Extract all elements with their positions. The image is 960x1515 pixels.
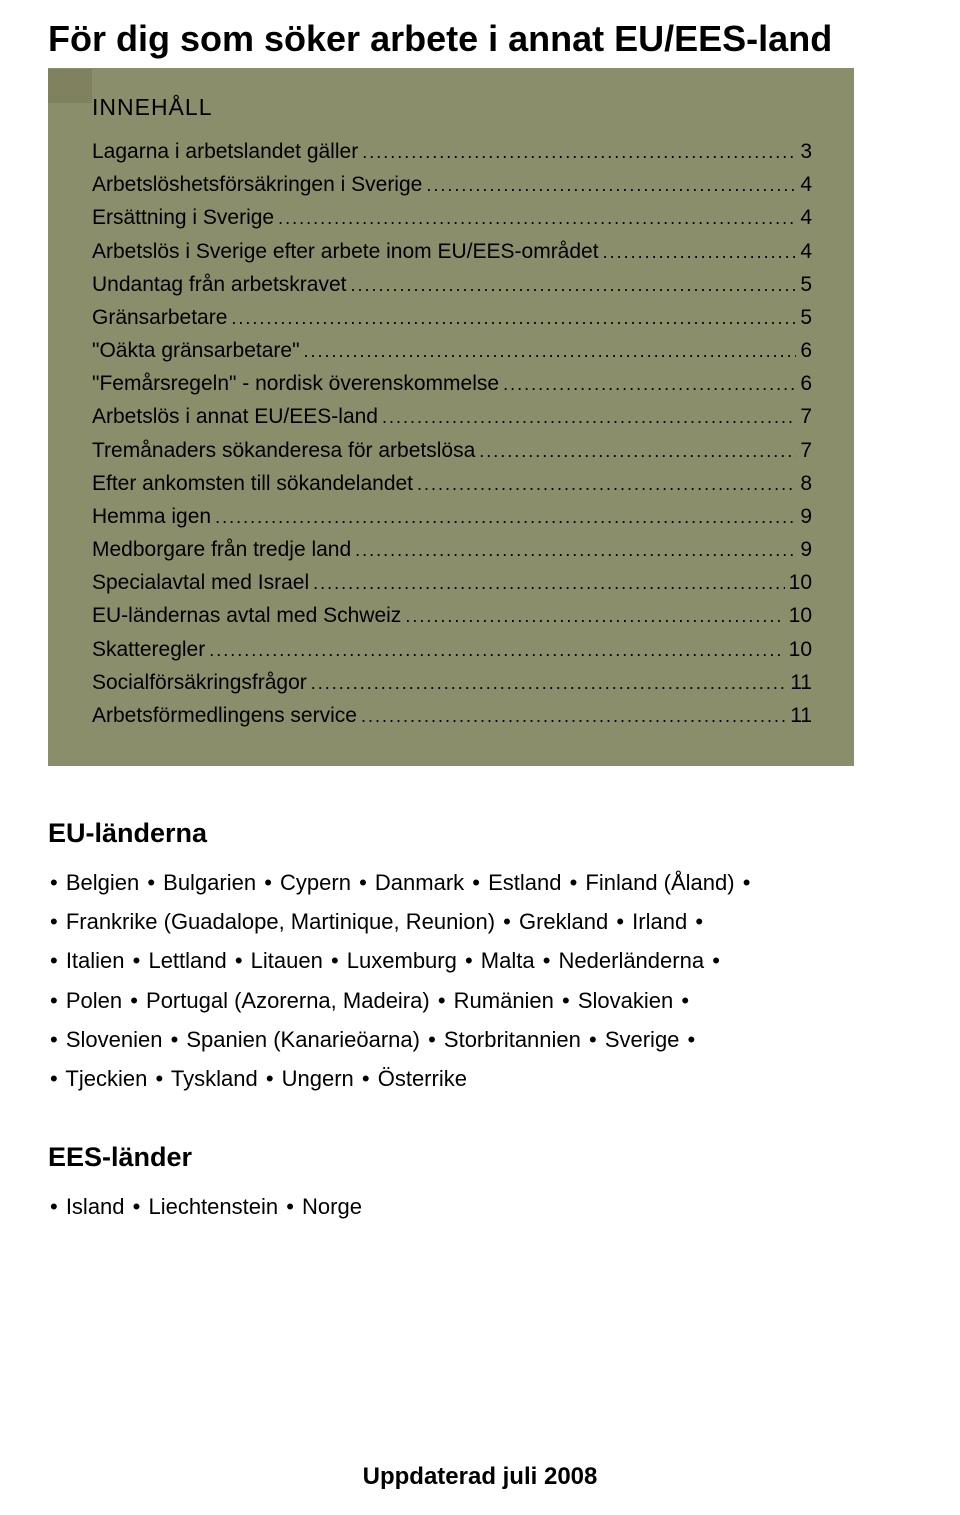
toc-item-page: 4 bbox=[796, 168, 812, 201]
toc-dots bbox=[307, 669, 786, 697]
page-title: För dig som söker arbete i annat EU/EES-… bbox=[0, 0, 960, 68]
toc-item-page: 9 bbox=[796, 533, 812, 566]
toc-heading: INNEHÅLL bbox=[92, 94, 812, 121]
toc-item: "Oäkta gränsarbetare" 6 bbox=[92, 334, 812, 367]
toc-dots bbox=[358, 138, 796, 166]
toc-dots bbox=[413, 470, 796, 498]
toc-item-page: 11 bbox=[786, 699, 812, 732]
toc-item-page: 3 bbox=[796, 135, 812, 168]
toc-item: Medborgare från tredje land 9 bbox=[92, 533, 812, 566]
toc-item-label: Arbetslöshetsförsäkringen i Sverige bbox=[92, 168, 422, 201]
toc-dots bbox=[351, 536, 796, 564]
toc-item-page: 10 bbox=[785, 633, 812, 666]
toc-item: Hemma igen 9 bbox=[92, 500, 812, 533]
toc-item-label: Arbetslös i Sverige efter arbete inom EU… bbox=[92, 235, 599, 268]
toc-dots bbox=[475, 437, 796, 465]
toc-dots bbox=[422, 171, 796, 199]
toc-item: Arbetslös i Sverige efter arbete inom EU… bbox=[92, 235, 812, 268]
ees-countries: • Island • Liechtenstein • Norge bbox=[48, 1187, 854, 1226]
toc-item-label: Skatteregler bbox=[92, 633, 205, 666]
ees-section: EES-länder • Island • Liechtenstein • No… bbox=[0, 1098, 960, 1226]
toc-item-page: 7 bbox=[796, 400, 812, 433]
toc-item: "Femårsregeln" - nordisk överenskommelse… bbox=[92, 367, 812, 400]
toc-item-label: Specialavtal med Israel bbox=[92, 566, 309, 599]
eu-heading: EU-länderna bbox=[48, 818, 854, 849]
toc-item-label: Undantag från arbetskravet bbox=[92, 268, 346, 301]
toc-item: Tremånaders sökanderesa för arbetslösa 7 bbox=[92, 434, 812, 467]
toc-item-label: Arbetsförmedlingens service bbox=[92, 699, 357, 732]
toc-item: Arbetsförmedlingens service 11 bbox=[92, 699, 812, 732]
toc-box: INNEHÅLL Lagarna i arbetslandet gäller3A… bbox=[48, 68, 854, 766]
toc-item: Skatteregler 10 bbox=[92, 633, 812, 666]
toc-item-page: 6 bbox=[796, 334, 812, 367]
toc-item-label: Ersättning i Sverige bbox=[92, 201, 274, 234]
toc-item: Arbetslös i annat EU/EES-land 7 bbox=[92, 400, 812, 433]
ees-heading: EES-länder bbox=[48, 1142, 854, 1173]
toc-item-label: EU-ländernas avtal med Schweiz bbox=[92, 599, 401, 632]
toc-item-label: "Femårsregeln" - nordisk överenskommelse bbox=[92, 367, 499, 400]
toc-dots bbox=[401, 602, 784, 630]
toc-item-page: 9 bbox=[796, 500, 812, 533]
toc-item-page: 5 bbox=[796, 268, 812, 301]
footer-updated: Uppdaterad juli 2008 bbox=[0, 1463, 960, 1491]
toc-dots bbox=[227, 304, 796, 332]
eu-countries: • Belgien • Bulgarien • Cypern • Danmark… bbox=[48, 863, 854, 1098]
toc-item-label: Hemma igen bbox=[92, 500, 211, 533]
toc-item: Socialförsäkringsfrågor 11 bbox=[92, 666, 812, 699]
toc-item-label: "Oäkta gränsarbetare" bbox=[92, 334, 300, 367]
toc-list: Lagarna i arbetslandet gäller3Arbetslösh… bbox=[92, 135, 812, 732]
toc-dots bbox=[357, 702, 786, 730]
toc-item-page: 5 bbox=[796, 301, 812, 334]
toc-dots bbox=[205, 636, 784, 664]
toc-item: Gränsarbetare 5 bbox=[92, 301, 812, 334]
toc-item: Ersättning i Sverige 4 bbox=[92, 201, 812, 234]
toc-item-page: 4 bbox=[796, 235, 812, 268]
toc-item: Arbetslöshetsförsäkringen i Sverige 4 bbox=[92, 168, 812, 201]
toc-dots bbox=[211, 503, 796, 531]
toc-item-page: 11 bbox=[786, 666, 812, 699]
toc-dots bbox=[309, 569, 785, 597]
toc-item-label: Arbetslös i annat EU/EES-land bbox=[92, 400, 378, 433]
toc-item: EU-ländernas avtal med Schweiz 10 bbox=[92, 599, 812, 632]
toc-dots bbox=[499, 370, 796, 398]
toc-item-page: 4 bbox=[796, 201, 812, 234]
toc-item: Efter ankomsten till sökandelandet 8 bbox=[92, 467, 812, 500]
toc-dots bbox=[346, 271, 796, 299]
toc-item: Specialavtal med Israel 10 bbox=[92, 566, 812, 599]
toc-tab bbox=[48, 69, 92, 103]
toc-item-label: Lagarna i arbetslandet gäller bbox=[92, 135, 358, 168]
toc-item-page: 8 bbox=[796, 467, 812, 500]
toc-item: Undantag från arbetskravet 5 bbox=[92, 268, 812, 301]
eu-section: EU-länderna • Belgien • Bulgarien • Cype… bbox=[0, 766, 960, 1098]
toc-dots bbox=[300, 337, 797, 365]
toc-item-page: 7 bbox=[796, 434, 812, 467]
toc-dots bbox=[599, 238, 797, 266]
toc-item-page: 10 bbox=[785, 566, 812, 599]
toc-dots bbox=[274, 204, 796, 232]
toc-item-page: 10 bbox=[785, 599, 812, 632]
toc-dots bbox=[378, 403, 796, 431]
toc-item-label: Efter ankomsten till sökandelandet bbox=[92, 467, 413, 500]
toc-item-label: Gränsarbetare bbox=[92, 301, 227, 334]
toc-item-label: Socialförsäkringsfrågor bbox=[92, 666, 307, 699]
document-page: För dig som söker arbete i annat EU/EES-… bbox=[0, 0, 960, 1515]
toc-item-label: Tremånaders sökanderesa för arbetslösa bbox=[92, 434, 475, 467]
toc-item: Lagarna i arbetslandet gäller 3 bbox=[92, 135, 812, 168]
toc-item-page: 6 bbox=[796, 367, 812, 400]
toc-item-label: Medborgare från tredje land bbox=[92, 533, 351, 566]
